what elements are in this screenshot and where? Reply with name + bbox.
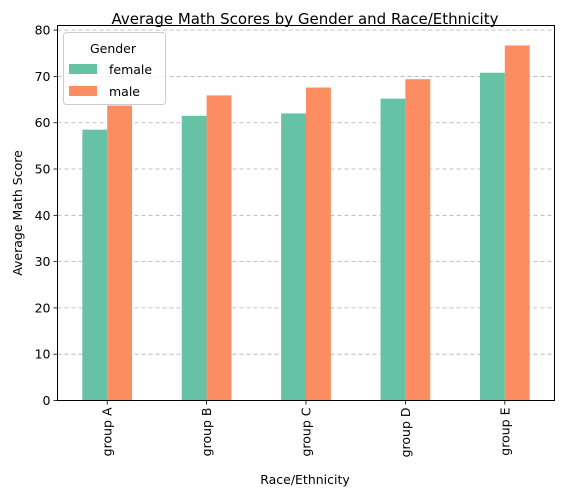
y-tick-label: 10 bbox=[35, 347, 51, 362]
legend-label-female: female bbox=[109, 62, 152, 77]
bars bbox=[82, 45, 530, 401]
bar-female-group-b bbox=[181, 115, 207, 401]
bar-male-group-e bbox=[504, 45, 530, 401]
bar-male-group-b bbox=[206, 95, 232, 401]
legend-swatch-male bbox=[69, 86, 97, 96]
y-tick-label: 0 bbox=[43, 393, 51, 408]
x-tick-label: group B bbox=[199, 408, 214, 457]
chart-title: Average Math Scores by Gender and Race/E… bbox=[112, 10, 499, 28]
y-tick-label: 20 bbox=[35, 300, 51, 315]
x-tick-label: group E bbox=[497, 407, 512, 455]
legend-swatch-female bbox=[69, 64, 97, 74]
bar-female-group-a bbox=[82, 129, 108, 401]
bar-female-group-c bbox=[281, 113, 306, 401]
x-axis: group A group B group C group D group E bbox=[100, 400, 512, 458]
legend: Gender female male bbox=[63, 32, 166, 105]
y-axis: 0 10 20 30 40 50 60 70 80 bbox=[35, 23, 58, 408]
y-tick-label: 40 bbox=[35, 208, 51, 223]
x-tick-label: group A bbox=[100, 407, 115, 456]
y-tick-label: 60 bbox=[35, 115, 51, 130]
y-axis-label: Average Math Score bbox=[10, 150, 25, 276]
bar-female-group-d bbox=[380, 98, 406, 401]
bar-female-group-e bbox=[479, 72, 505, 401]
y-tick-label: 30 bbox=[35, 254, 51, 269]
x-axis-label: Race/Ethnicity bbox=[260, 472, 350, 487]
y-tick-label: 70 bbox=[35, 69, 51, 84]
x-tick-label: group C bbox=[299, 407, 314, 456]
y-tick-label: 50 bbox=[35, 162, 51, 177]
legend-title: Gender bbox=[90, 41, 137, 56]
bar-male-group-c bbox=[306, 87, 331, 401]
bar-male-group-d bbox=[405, 79, 431, 401]
y-tick-label: 80 bbox=[35, 23, 51, 38]
legend-label-male: male bbox=[109, 84, 140, 99]
x-tick-label: group D bbox=[398, 408, 413, 458]
bar-male-group-a bbox=[107, 105, 133, 401]
